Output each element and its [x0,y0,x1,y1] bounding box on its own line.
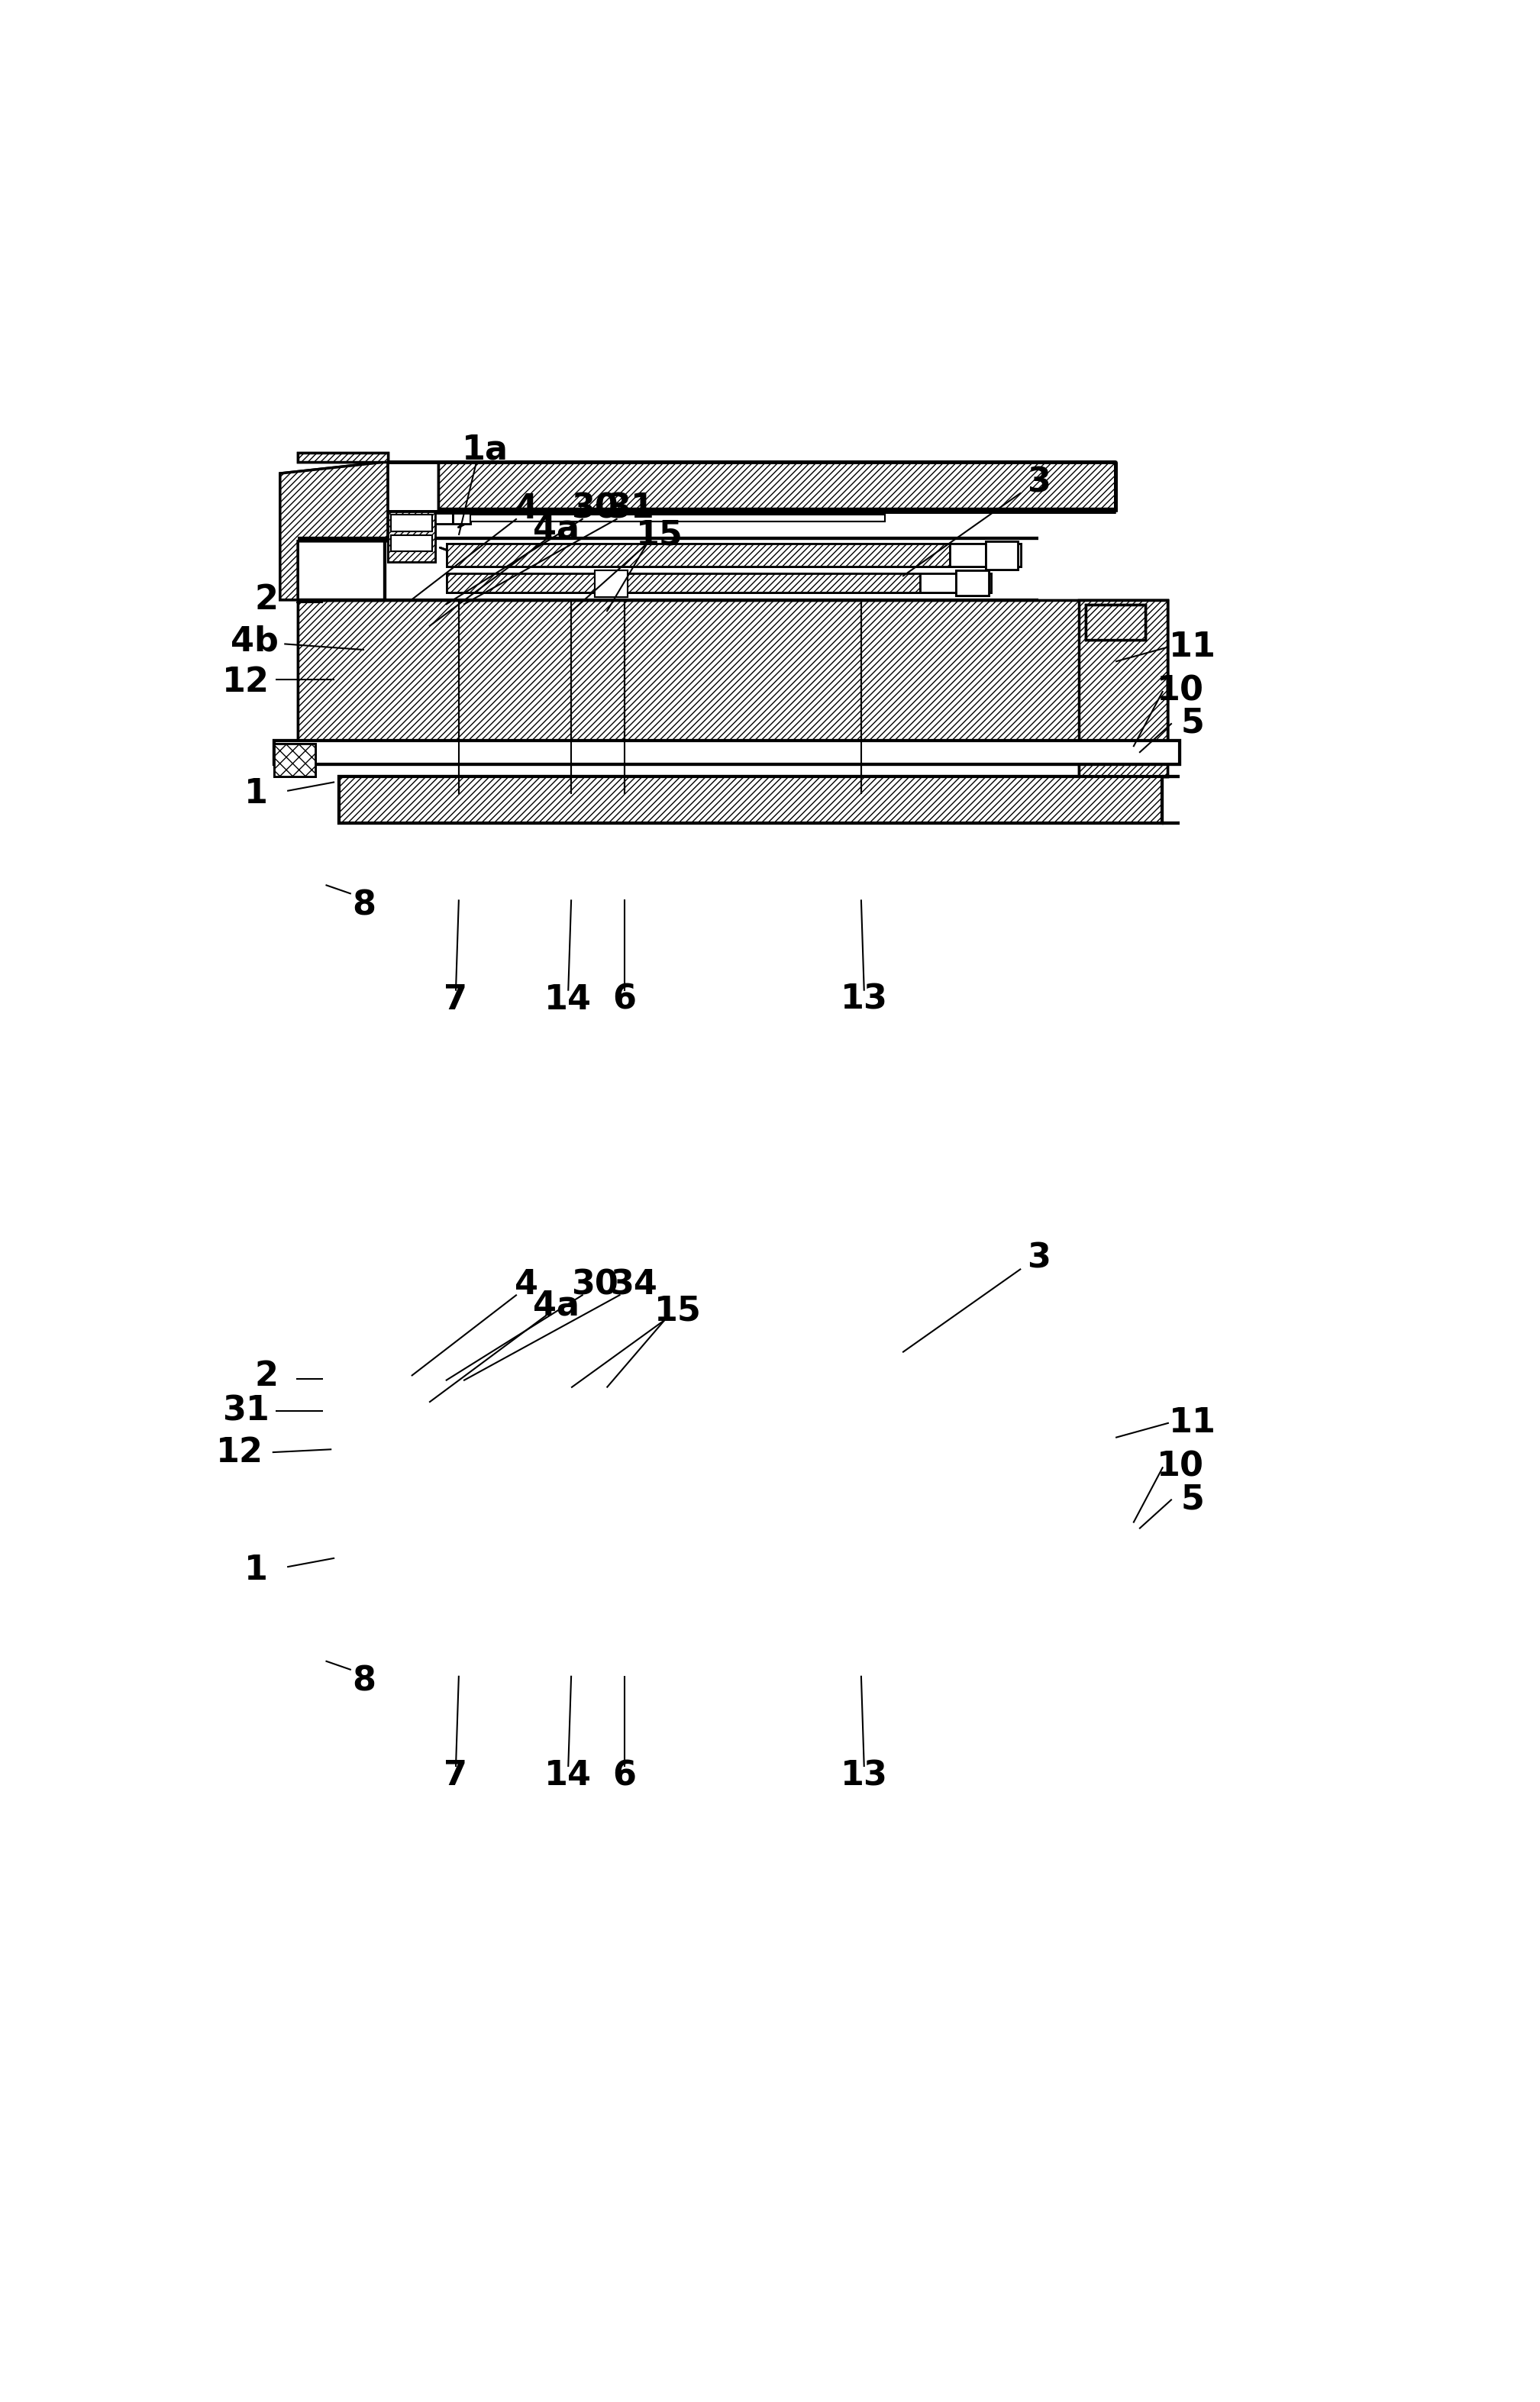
Bar [471,514,885,521]
Text: 6: 6 [613,1758,636,1792]
Polygon shape [297,454,388,461]
Bar [956,569,989,596]
Bar [453,512,471,524]
Text: 3: 3 [1027,1242,1050,1275]
Bar [986,540,1018,569]
Polygon shape [280,461,388,600]
Text: 13: 13 [841,1758,887,1792]
Bar [447,543,950,567]
Bar [391,536,433,552]
Bar [447,543,950,567]
Bar [986,540,1018,569]
Text: 4a: 4a [533,514,579,545]
Bar [274,745,316,776]
Bar [274,740,1180,764]
Text: 8: 8 [353,1665,376,1698]
Bar [391,536,433,552]
Text: 31: 31 [607,492,654,526]
Bar [437,461,1115,509]
Bar [274,745,316,776]
Bar [921,574,992,593]
Text: 30: 30 [571,492,619,526]
Text: 34: 34 [610,1268,658,1302]
Text: 10: 10 [1157,1451,1204,1484]
Bar [447,574,921,593]
Text: 1: 1 [245,778,268,809]
Bar [594,569,627,596]
Bar [339,776,1161,824]
Bar [388,512,436,562]
Bar [1086,605,1146,639]
Bar [391,514,433,531]
Bar [447,574,921,593]
Bar [388,512,436,562]
Text: 8: 8 [353,889,376,922]
Bar [391,514,433,531]
Text: 2: 2 [254,584,279,617]
Bar [297,600,1167,740]
Text: 31: 31 [222,1396,270,1427]
Bar [436,512,453,524]
Bar [297,600,1167,740]
Text: 11: 11 [1169,1408,1217,1439]
Bar [471,514,885,521]
Bar [1080,600,1167,776]
Text: 3: 3 [1027,466,1050,500]
Text: 1a: 1a [462,432,508,466]
Bar [339,776,1161,824]
Bar [950,543,1021,567]
Text: 7: 7 [444,982,468,1016]
Text: 14: 14 [545,1758,591,1792]
Text: 1: 1 [245,1554,268,1585]
Bar [921,574,992,593]
Text: 4b: 4b [231,625,279,658]
Text: 6: 6 [613,982,636,1016]
Text: 12: 12 [216,1436,263,1468]
Bar [453,512,471,524]
Bar [594,569,627,596]
Text: 4a: 4a [533,1290,579,1321]
Bar [436,512,453,524]
Bar [437,461,1115,509]
Text: 7: 7 [444,1758,468,1792]
Text: 4: 4 [514,1268,539,1302]
Text: 15: 15 [636,519,684,552]
Text: 5: 5 [1181,1482,1204,1516]
Text: 12: 12 [222,665,270,699]
Bar [1080,600,1167,776]
Bar [274,740,1180,764]
Text: 2: 2 [254,1360,279,1393]
Text: 15: 15 [654,1295,701,1328]
Bar [956,569,989,596]
Polygon shape [280,461,388,600]
Bar [950,543,1021,567]
Text: 13: 13 [841,982,887,1016]
Text: 14: 14 [545,982,591,1016]
Bar [1086,605,1146,639]
Text: 30: 30 [571,1268,619,1302]
Polygon shape [297,454,388,461]
Text: 4: 4 [514,492,539,526]
Text: 11: 11 [1169,629,1217,663]
Text: 5: 5 [1181,706,1204,740]
Text: 10: 10 [1157,675,1204,706]
